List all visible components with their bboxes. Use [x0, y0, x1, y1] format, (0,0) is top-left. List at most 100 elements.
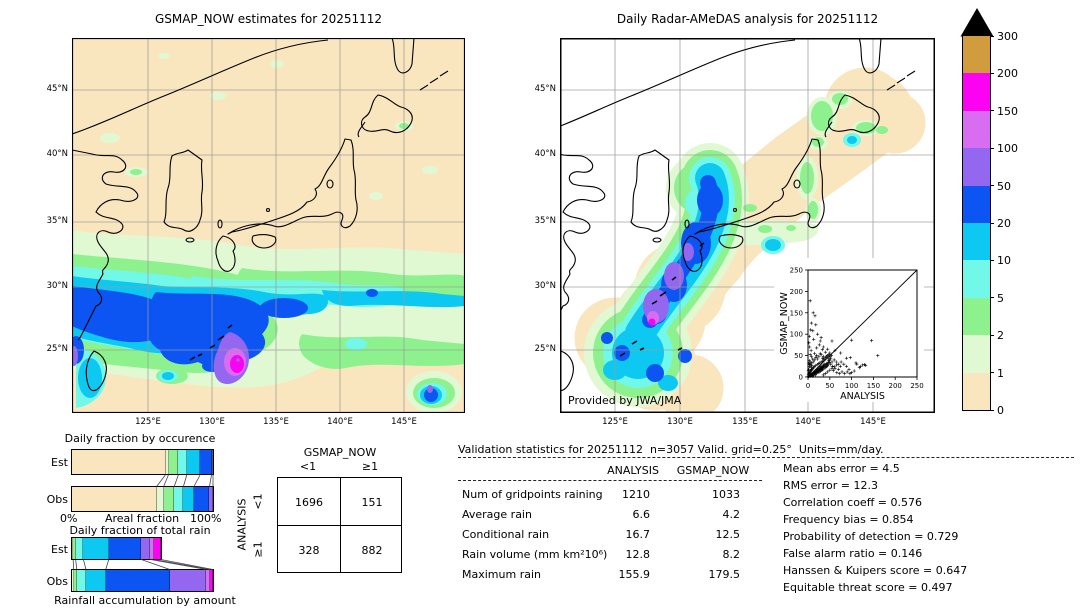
colorbar-segment-cyan [963, 223, 990, 261]
left-map-title: GSMAP_NOW estimates for 20251112 [154, 12, 383, 26]
bar-row-label: Est [51, 456, 68, 469]
bar-segment-magenta [154, 538, 161, 559]
colorbar-label: 1 [997, 366, 1004, 380]
colorbar-tick [990, 185, 994, 187]
colorbar-overflow-triangle [960, 8, 994, 37]
colorbar-segment-orchid [963, 110, 990, 149]
bar-row-label: Obs [46, 574, 68, 588]
stat-row-label: Average rain [462, 508, 532, 521]
bar-segment-purple [211, 450, 213, 474]
inset-y-tick-label: 100 [790, 331, 803, 339]
areal-fraction-label: Areal fraction [104, 512, 180, 525]
stat-row-label: Rain volume (mm km²10⁶) [462, 548, 608, 561]
occurrence-chart-title: Daily fraction by occurence [64, 432, 216, 445]
bar-segment-aqua [174, 487, 184, 511]
lon-label: 130°E [667, 417, 693, 427]
left-island-marks [189, 324, 233, 361]
bar-segment-purple [209, 487, 213, 511]
contingency-grid: 1696 151 328 882 [277, 477, 402, 573]
colorbar-segment-aqua [963, 260, 990, 298]
colorbar-tick [990, 409, 994, 411]
inset-y-tick-label: 200 [790, 288, 803, 296]
right-map-title: Daily Radar-AMeDAS analysis for 20251112 [616, 12, 879, 26]
score-line: Hanssen & Kuipers score = 0.647 [783, 564, 968, 577]
contingency-row-label-lt1: <1 [251, 493, 265, 510]
credit-text: Provided by JWA/JMA [568, 394, 682, 407]
stat-row-label: Conditional rain [462, 528, 550, 541]
colorbar-label: 0 [997, 404, 1004, 417]
lat-label: 25°N [534, 344, 556, 354]
colorbar-label: 50 [997, 179, 1011, 193]
lon-label: 125°E [135, 417, 161, 427]
bar-segment-purple [141, 538, 151, 559]
score-line: Frequency bias = 0.854 [783, 513, 914, 526]
stacked-bar-est [71, 449, 214, 475]
lon-label: 140°E [795, 417, 821, 427]
bar-segment-blue [200, 450, 212, 474]
bar-segment-blue [193, 487, 210, 511]
lat-label: 30°N [534, 281, 556, 291]
lat-label: 25°N [46, 344, 68, 354]
colorbar-segment-palegreen [963, 335, 990, 373]
lon-label: 135°E [732, 417, 758, 427]
colorbar-label: 150 [997, 104, 1018, 118]
inset-y-tick-label: 50 [794, 352, 803, 360]
lon-label: 125°E [602, 417, 628, 427]
bar-segment-green [73, 570, 77, 591]
colorbar-tick [990, 259, 994, 261]
colorbar-tick [990, 72, 994, 74]
areal-fraction-min: 0% [60, 512, 78, 525]
colorbar-segment-gold [963, 36, 990, 74]
bar-segment-aqua [178, 450, 187, 474]
inset-xlabel: ANALYSIS [840, 391, 885, 402]
score-line: Correlation coeff = 0.576 [783, 496, 922, 509]
lat-label: 40°N [534, 149, 556, 159]
stat-gsmap-value: 4.2 [722, 508, 741, 521]
lon-label: 140°E [327, 417, 353, 427]
stat-analysis-value: 6.6 [632, 508, 651, 521]
bar-segment-blue [108, 538, 142, 559]
colorbar-tick [990, 147, 994, 149]
bar-segment-cyan [186, 450, 201, 474]
colorbar-tick [990, 334, 994, 336]
bar-segment-green [168, 450, 179, 474]
bar-segment-tan [72, 450, 166, 474]
score-line: Probability of detection = 0.729 [783, 530, 959, 543]
colorbar-segment-magenta [963, 73, 990, 111]
colorbar-tick [990, 110, 994, 112]
contingency-cell-10: 328 [298, 544, 320, 557]
lon-label: 145°E [860, 417, 886, 427]
bar-connectors [72, 559, 214, 570]
stat-analysis-value: 155.9 [618, 568, 651, 581]
bar-segment-aqua [76, 570, 86, 591]
validation-title: Validation statistics for 20251112 n=305… [458, 443, 884, 456]
stat-row-label: Num of gridpoints raining [462, 488, 603, 501]
totalrain-chart-title: Daily fraction of total rain [69, 524, 211, 537]
bar-segment-green [73, 538, 76, 559]
stat-analysis-value: 12.8 [625, 548, 651, 561]
right-island-marks [619, 242, 705, 357]
lat-label: 45°N [46, 84, 68, 94]
stat-gsmap-value: 179.5 [708, 568, 741, 581]
lat-label: 35°N [46, 216, 68, 226]
lon-label: 135°E [263, 417, 289, 427]
bar-segment-aqua [75, 538, 84, 559]
colorbar-segment-green [963, 297, 990, 336]
colorbar-segment-tan [963, 372, 990, 410]
lat-label: 35°N [534, 216, 556, 226]
colorbar-segment-purple [963, 148, 990, 186]
inset-x-tick-label: 50 [825, 382, 834, 390]
inset-x-tick-label: 0 [806, 382, 810, 390]
areal-fraction-max: 100% [190, 512, 222, 525]
colorbar-tick [990, 35, 994, 37]
colorbar-label: 10 [997, 254, 1011, 268]
lat-label: 45°N [534, 84, 556, 94]
colorbar-label: 100 [997, 142, 1018, 156]
contingency-col-label-lt1: <1 [299, 460, 317, 473]
inset-y-tick-label: 0 [799, 374, 803, 382]
bar-segment-cyan [183, 487, 194, 511]
stat-gsmap-value: 12.5 [715, 528, 741, 541]
stat-analysis-value: 16.7 [625, 528, 651, 541]
bar-row-label: Obs [46, 493, 68, 506]
